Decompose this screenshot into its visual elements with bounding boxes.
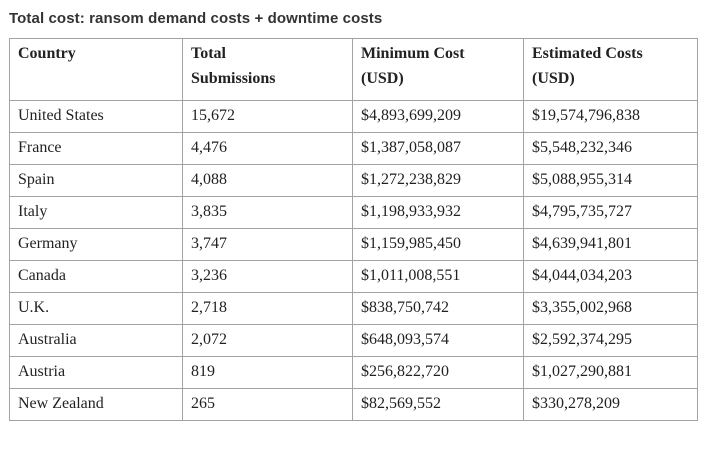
cell-country: U.K. [9, 292, 183, 325]
cell-min-cost: $1,011,008,551 [352, 260, 524, 293]
cell-est-cost: $330,278,209 [523, 388, 698, 421]
table-row: Canada 3,236 $1,011,008,551 $4,044,034,203 [9, 260, 698, 293]
cell-min-cost: $1,272,238,829 [352, 164, 524, 197]
cell-submissions: 2,072 [182, 324, 353, 357]
header-est-cost-line2: (USD) [532, 69, 575, 87]
cell-min-cost: $1,387,058,087 [352, 132, 524, 165]
cell-country: Spain [9, 164, 183, 197]
table-title: Total cost: ransom demand costs + downti… [9, 10, 383, 27]
table-row: Spain 4,088 $1,272,238,829 $5,088,955,314 [9, 164, 698, 197]
cell-submissions: 265 [182, 388, 353, 421]
header-min-cost-line2: (USD) [361, 69, 404, 87]
cell-est-cost: $1,027,290,881 [523, 356, 698, 389]
table-row: France 4,476 $1,387,058,087 $5,548,232,346 [9, 132, 698, 165]
table-row: New Zealand 265 $82,569,552 $330,278,209 [9, 388, 698, 421]
cell-est-cost: $4,795,735,727 [523, 196, 698, 229]
table-row: U.K. 2,718 $838,750,742 $3,355,002,968 [9, 292, 698, 325]
cell-submissions: 3,747 [182, 228, 353, 261]
header-country: Country [9, 38, 183, 101]
table-row: United States 15,672 $4,893,699,209 $19,574… [9, 100, 698, 133]
table-row: Austria 819 $256,822,720 $1,027,290,881 [9, 356, 698, 389]
header-row: Country Total Submissions Minimum Cost (… [9, 38, 698, 101]
cell-est-cost: $4,639,941,801 [523, 228, 698, 261]
cell-est-cost: $5,088,955,314 [523, 164, 698, 197]
header-est-cost-line1: Estimated Costs [532, 45, 643, 62]
cell-country: Austria [9, 356, 183, 389]
page: Total cost: ransom demand costs + downti… [9, 10, 698, 421]
header-min-cost-line1: Minimum Cost [361, 45, 465, 62]
cell-min-cost: $838,750,742 [352, 292, 524, 325]
header-country-line1: Country [18, 45, 76, 62]
cell-country: New Zealand [9, 388, 183, 421]
cell-country: Italy [9, 196, 183, 229]
cell-submissions: 3,835 [182, 196, 353, 229]
table-row: Australia 2,072 $648,093,574 $2,592,374,295 [9, 324, 698, 357]
header-submissions: Total Submissions [182, 38, 353, 101]
header-submissions-line1: Total [191, 45, 226, 62]
cell-est-cost: $19,574,796,838 [523, 100, 698, 133]
cell-min-cost: $648,093,574 [352, 324, 524, 357]
cell-country: United States [9, 100, 183, 133]
cell-country: France [9, 132, 183, 165]
cell-min-cost: $1,159,985,450 [352, 228, 524, 261]
table-row: Italy 3,835 $1,198,933,932 $4,795,735,727 [9, 196, 698, 229]
cell-min-cost: $4,893,699,209 [352, 100, 524, 133]
cell-country: Germany [9, 228, 183, 261]
cell-submissions: 819 [182, 356, 353, 389]
cell-est-cost: $2,592,374,295 [523, 324, 698, 357]
cost-table: Country Total Submissions Minimum Cost (… [9, 38, 698, 421]
table-row: Germany 3,747 $1,159,985,450 $4,639,941,801 [9, 228, 698, 261]
cell-min-cost: $256,822,720 [352, 356, 524, 389]
header-min-cost: Minimum Cost (USD) [352, 38, 524, 101]
cell-est-cost: $5,548,232,346 [523, 132, 698, 165]
cell-submissions: 4,088 [182, 164, 353, 197]
cell-submissions: 4,476 [182, 132, 353, 165]
header-est-cost: Estimated Costs (USD) [523, 38, 698, 101]
cell-est-cost: $4,044,034,203 [523, 260, 698, 293]
cell-country: Australia [9, 324, 183, 357]
cell-min-cost: $82,569,552 [352, 388, 524, 421]
table-header: Country Total Submissions Minimum Cost (… [9, 38, 698, 101]
cell-submissions: 15,672 [182, 100, 353, 133]
cell-submissions: 3,236 [182, 260, 353, 293]
cell-min-cost: $1,198,933,932 [352, 196, 524, 229]
header-submissions-line2: Submissions [191, 69, 276, 87]
cell-submissions: 2,718 [182, 292, 353, 325]
cell-country: Canada [9, 260, 183, 293]
cell-est-cost: $3,355,002,968 [523, 292, 698, 325]
table-body: United States 15,672 $4,893,699,209 $19,574… [9, 100, 698, 421]
